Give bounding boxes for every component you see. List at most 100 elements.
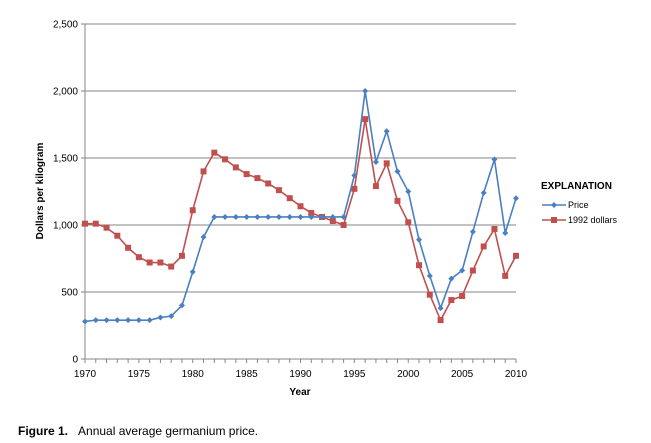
data-point-square — [448, 297, 455, 304]
legend: EXPLANATION Price 1992 dollars — [541, 181, 618, 225]
data-point-square — [405, 219, 412, 226]
data-point-diamond — [265, 213, 272, 220]
data-point-diamond — [362, 88, 369, 94]
data-point-square — [308, 209, 315, 216]
data-point-square — [286, 195, 293, 202]
legend-label: Price — [568, 200, 589, 210]
data-point-diamond — [211, 213, 218, 220]
data-point-square — [265, 180, 272, 187]
y-axis-title: Dollars per kilogram — [35, 143, 46, 240]
data-point-diamond — [200, 234, 207, 241]
data-point-diamond — [394, 168, 401, 175]
data-point-diamond — [308, 213, 315, 220]
data-point-diamond — [329, 213, 336, 220]
data-point-square — [157, 259, 164, 266]
data-point-diamond — [254, 213, 261, 220]
data-point-square — [362, 116, 369, 123]
data-point-square — [146, 259, 153, 266]
data-point-diamond — [114, 317, 121, 324]
figure-label: Figure 1. — [18, 424, 69, 438]
x-tick-label: 1970 — [74, 369, 97, 380]
data-point-square — [82, 220, 88, 227]
grid-lines — [85, 23, 516, 293]
data-point-square — [502, 272, 509, 279]
x-axis-ticks: 1970 1975 1980 1985 1990 1995 2000 2005 2010 — [74, 359, 528, 380]
data-point-diamond — [189, 268, 196, 275]
data-point-diamond — [469, 228, 476, 235]
data-point-square — [275, 187, 282, 194]
data-point-square — [114, 232, 121, 239]
data-point-diamond — [297, 213, 304, 220]
data-point-diamond — [551, 202, 557, 208]
data-point-square — [329, 217, 336, 224]
figure-caption: Figure 1. Annual average germanium price. — [18, 424, 258, 438]
data-point-diamond — [135, 317, 142, 324]
data-point-square — [232, 164, 239, 171]
data-point-square — [426, 291, 433, 298]
data-point-square — [92, 220, 99, 227]
data-point-square — [200, 168, 207, 175]
data-point-diamond — [405, 188, 412, 195]
data-point-square — [178, 252, 185, 259]
data-point-square — [103, 224, 110, 231]
data-point-diamond — [480, 189, 487, 196]
data-point-square — [211, 149, 218, 156]
data-point-diamond — [168, 313, 175, 320]
data-point-square — [491, 226, 498, 233]
data-point-diamond — [383, 128, 390, 135]
data-point-diamond — [157, 314, 164, 321]
data-point-square — [125, 244, 132, 251]
data-point-diamond — [448, 275, 455, 282]
data-point-square — [416, 262, 423, 269]
data-point-square — [372, 183, 379, 190]
y-tick-label: 2,500 — [53, 20, 78, 31]
y-axis-ticks: 0 500 1,000 1,500 2,000 2,500 — [53, 20, 85, 366]
y-tick-label: 500 — [61, 288, 78, 299]
series-group — [82, 88, 519, 325]
y-tick-label: 1,500 — [53, 154, 78, 165]
x-axis-title: Year — [289, 387, 310, 398]
data-point-diamond — [340, 213, 347, 220]
x-tick-label: 1995 — [343, 369, 366, 380]
figure-caption-text: Annual average germanium price. — [78, 424, 259, 438]
data-point-diamond — [178, 302, 185, 309]
data-point-square — [394, 197, 401, 204]
data-point-square — [480, 243, 487, 250]
data-point-diamond — [103, 317, 110, 324]
legend-title: EXPLANATION — [541, 181, 612, 192]
data-point-diamond — [416, 236, 423, 243]
data-point-square — [469, 267, 476, 274]
data-point-square — [168, 263, 175, 270]
data-point-square — [135, 254, 142, 261]
legend-item: Price — [542, 200, 589, 210]
series-1992-dollars — [82, 116, 519, 324]
data-point-square — [243, 171, 250, 178]
y-tick-label: 2,000 — [53, 87, 78, 98]
data-point-square — [551, 217, 557, 223]
data-point-square — [437, 317, 444, 324]
data-point-diamond — [437, 305, 444, 312]
data-point-diamond — [125, 317, 132, 324]
data-point-diamond — [459, 267, 466, 274]
data-point-square — [513, 252, 519, 259]
data-point-diamond — [222, 213, 229, 220]
data-point-diamond — [426, 272, 433, 279]
y-tick-label: 1,000 — [53, 221, 78, 232]
data-point-diamond — [513, 195, 519, 202]
legend-label: 1992 dollars — [568, 215, 618, 225]
data-point-square — [340, 222, 347, 228]
x-tick-label: 2005 — [451, 369, 474, 380]
data-point-square — [189, 207, 196, 214]
data-point-diamond — [319, 213, 326, 220]
data-point-diamond — [92, 317, 99, 324]
x-tick-label: 1990 — [289, 369, 312, 380]
x-tick-label: 1980 — [182, 369, 205, 380]
x-tick-label: 1975 — [128, 369, 151, 380]
data-point-square — [254, 175, 261, 182]
data-point-square — [297, 203, 304, 210]
series-price — [82, 88, 519, 325]
data-point-diamond — [286, 213, 293, 220]
data-point-diamond — [243, 213, 250, 220]
data-point-square — [459, 293, 466, 300]
